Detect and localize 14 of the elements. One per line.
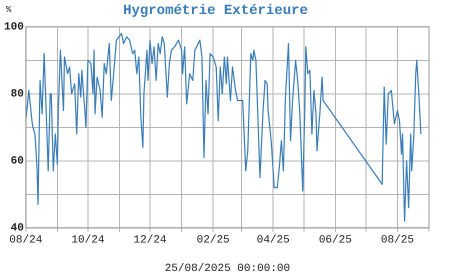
y-tick-label: 100 [4,22,24,34]
x-tick-label: 08/24 [9,234,43,246]
x-tick-label: 10/24 [71,234,105,246]
y-axis-title: % [6,4,12,15]
x-tick-label: 02/25 [196,234,230,246]
x-tick-label: 08/25 [380,234,414,246]
chart-title: Hygrométrie Extérieure [123,2,308,19]
y-tick-label: 40 [10,222,24,235]
text: 25/08/2025 00:00:00 [164,263,290,275]
y-tick-label: 60 [10,156,24,168]
x-tick-label: 06/25 [318,234,352,246]
x-tick-label: 04/25 [256,234,290,246]
y-tick-label: 80 [10,88,24,101]
x-tick-label: 12/24 [134,234,167,246]
